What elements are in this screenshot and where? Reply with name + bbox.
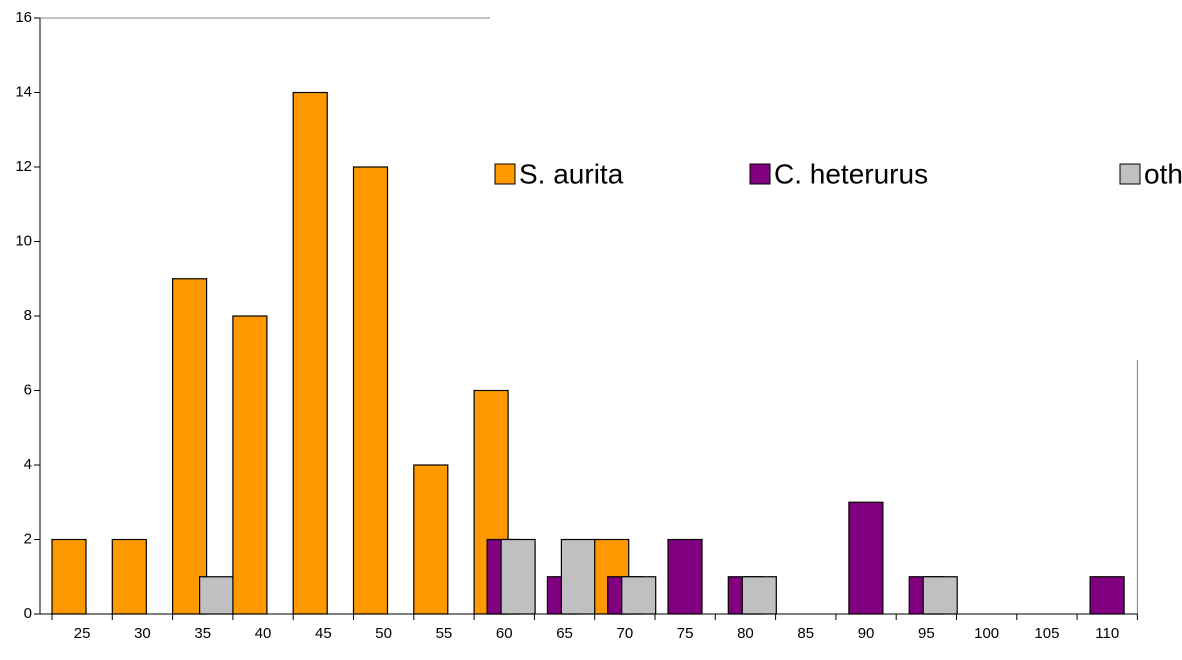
bar [741,576,777,615]
bar [667,538,703,615]
bar [621,576,657,615]
x-tick-label: 25 [74,625,91,642]
legend-label: S. aurita [519,158,624,189]
legend-label: others [1144,158,1182,189]
x-tick-label: 105 [1034,625,1059,642]
legend-swatch [494,163,516,185]
legend-swatch [1119,163,1141,185]
bar [560,538,597,615]
x-tick-label: 85 [797,625,814,642]
y-tick-label: 16 [15,9,32,26]
bar [848,501,884,615]
bar [1089,576,1125,615]
bar [413,464,449,615]
x-tick-label: 35 [194,625,211,642]
bar [292,91,328,615]
x-tick-label: 50 [375,625,392,642]
x-tick-label: 60 [496,625,513,642]
legend-box [490,0,1182,360]
y-tick-label: 12 [15,158,32,175]
bar [172,278,208,615]
x-tick-label: 75 [677,625,694,642]
y-tick-label: 6 [24,381,32,398]
y-tick-label: 2 [24,530,32,547]
legend-label: C. heterurus [774,158,928,189]
bar [232,315,268,615]
bar [199,576,235,615]
bar [111,538,147,615]
x-tick-label: 70 [617,625,634,642]
y-tick-label: 4 [24,456,32,473]
y-tick-label: 10 [15,232,32,249]
x-tick-label: 110 [1095,625,1119,642]
y-tick-label: 8 [24,307,32,324]
x-tick-label: 90 [858,625,875,642]
x-tick-label: 65 [556,625,573,642]
bar [922,576,958,615]
x-tick-label: 95 [918,625,935,642]
legend-swatch [749,163,771,185]
bar [500,538,536,615]
x-tick-label: 30 [134,625,151,642]
bar [352,166,389,615]
x-tick-label: 55 [436,625,453,642]
bar [51,538,87,615]
x-tick-label: 40 [255,625,272,642]
x-tick-label: 100 [974,625,999,642]
x-tick-label: 45 [315,625,332,642]
y-tick-label: 14 [15,83,32,100]
y-tick-label: 0 [24,605,32,622]
x-tick-label: 80 [737,625,754,642]
